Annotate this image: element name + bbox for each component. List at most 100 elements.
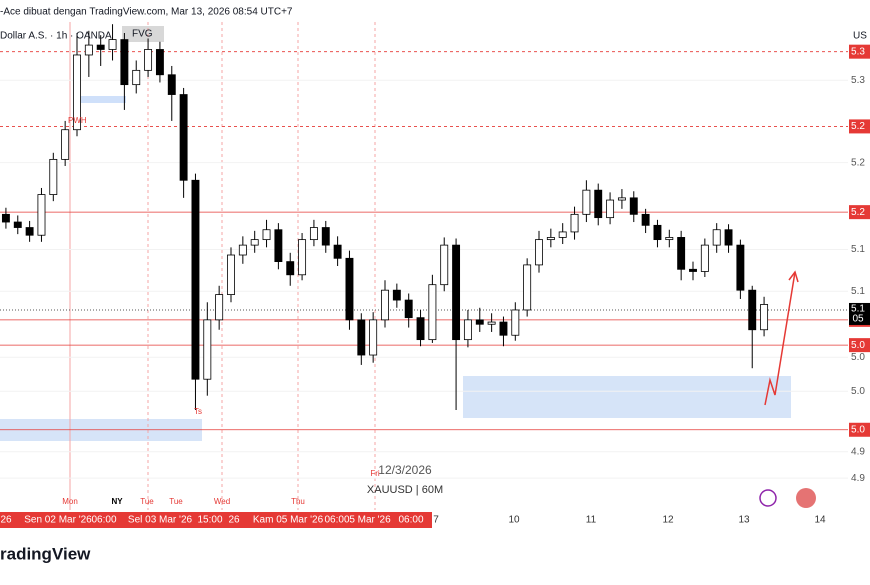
candle-body (49, 158, 58, 195)
candle-body (215, 294, 224, 321)
level-tag (849, 119, 870, 134)
candle-body (404, 299, 413, 319)
candle-body (511, 309, 520, 336)
candle-body (677, 237, 686, 270)
candle-body (61, 129, 70, 160)
session-label: Tue (140, 497, 154, 506)
flag-icon (796, 488, 816, 508)
session-label: Wed (214, 497, 230, 506)
candle-body (286, 261, 295, 276)
candle-body (381, 289, 389, 321)
x-tick-label: 06:00 (398, 515, 423, 526)
y-tick-label: 5.2 (851, 157, 865, 168)
level-label: 5.3 (851, 46, 865, 57)
price-axis (848, 22, 870, 530)
candle-body (653, 224, 662, 241)
y-tick-label: 5.3 (851, 75, 865, 86)
y-tick-label: 5.1 (851, 286, 865, 297)
candle-body (392, 289, 401, 301)
candle-body (25, 227, 34, 236)
candle-body (594, 189, 603, 219)
arrow-head (788, 270, 799, 283)
y-tick-label: 5.0 (851, 386, 865, 397)
candle-body (641, 213, 650, 226)
candle-body (345, 257, 354, 321)
candle-body (724, 229, 733, 246)
candle-body (440, 244, 449, 286)
candle-body (108, 39, 117, 50)
candle-body (250, 239, 259, 246)
candle-body (712, 229, 721, 246)
candle-body (416, 317, 425, 341)
candle-body (262, 229, 271, 241)
candle-body (1, 213, 10, 223)
ts-label: Ts (194, 407, 202, 416)
level-tag (849, 422, 870, 437)
candle-body (84, 44, 93, 56)
x-tick-label: 5 Mar '26 (349, 515, 391, 526)
level-label: 5.0 (851, 424, 865, 435)
candle-body (475, 319, 484, 325)
x-tick-label: 26 (0, 515, 12, 526)
x-tick-label: 11 (586, 515, 597, 526)
x-tick-label: 7 (433, 515, 439, 526)
candle-body (179, 94, 188, 181)
session-label: Fri (370, 469, 380, 478)
candle-body (203, 319, 212, 380)
candle-body (523, 264, 532, 311)
session-label: NY (111, 497, 123, 506)
candle-body (665, 237, 674, 241)
candle-body (144, 49, 153, 71)
time-highlight (0, 512, 432, 528)
candle-body (309, 227, 318, 241)
y-tick-label: 4.9 (851, 446, 865, 457)
pwh-label: PWH (68, 116, 87, 125)
axes: 5.35.25.15.15.05.04.94.95.35.25.25.15.05… (0, 44, 870, 528)
candle-body (570, 213, 579, 233)
candle-body (428, 284, 437, 341)
candle-body (191, 179, 200, 380)
candle-body (629, 197, 638, 215)
candle-body (155, 49, 164, 76)
candle-body (617, 197, 626, 201)
x-tick-label: 10 (508, 515, 520, 526)
zone (463, 376, 791, 418)
candle-body (227, 254, 235, 295)
currency: US (853, 31, 867, 42)
fvg-box (122, 26, 164, 42)
candle-body (546, 237, 555, 241)
candle-body (321, 227, 330, 246)
level-tag (849, 44, 870, 59)
candle-body (452, 244, 461, 341)
logo: radingView (0, 544, 91, 563)
candle-body (298, 239, 307, 276)
candle-body (167, 74, 176, 95)
level-label: 5.2 (851, 121, 865, 132)
candle-body (487, 321, 496, 325)
session-label: Mon (62, 497, 78, 506)
icon (759, 489, 777, 507)
watermark-symbol: XAUUSD | 60M (367, 484, 443, 496)
candle-body (760, 304, 769, 331)
level-tag (849, 205, 870, 220)
candle-body (689, 268, 697, 272)
candle-body (369, 319, 378, 356)
candle-body (700, 244, 709, 272)
level-label: 5.0 (851, 340, 865, 351)
y-tick-label: 5.0 (851, 352, 865, 363)
candle-body (73, 54, 81, 131)
x-tick-label: 06:00 (324, 515, 349, 526)
marks (0, 24, 848, 479)
y-tick-label: 5.1 (851, 244, 865, 255)
projection-arrow (764, 271, 796, 406)
candle-body (748, 289, 757, 331)
x-tick-label: 15:00 (197, 515, 222, 526)
candle-body (582, 189, 591, 215)
current-price-tag (849, 302, 870, 325)
level-tag (849, 338, 870, 353)
x-tick-label: Sen 02 Mar '26 (24, 515, 92, 526)
candle-body (463, 319, 472, 341)
candle-body (274, 229, 283, 263)
candle-body (736, 244, 745, 291)
candle-body (96, 44, 105, 50)
